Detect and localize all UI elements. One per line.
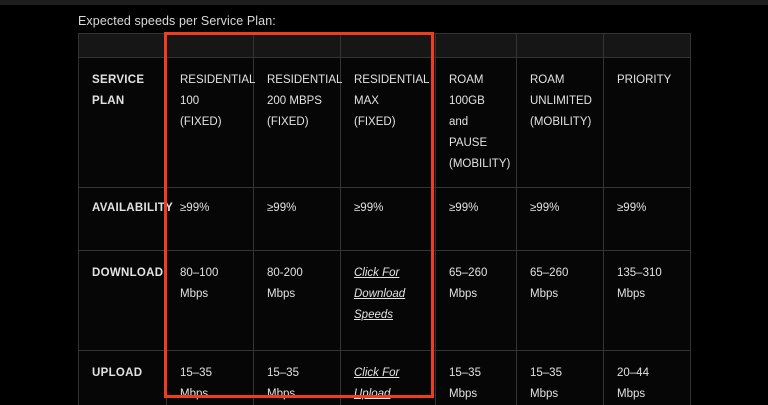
table-cell: ≥99% <box>516 187 604 251</box>
table-cell: 15–35 Mbps <box>435 350 517 405</box>
cell-value: ≥99% <box>180 202 210 214</box>
cell-value: ≥99% <box>617 202 647 214</box>
table-cell[interactable]: Click For Download Speeds <box>340 250 436 351</box>
table-cell: 80–100 Mbps <box>166 250 254 351</box>
cell-value: 80–100 Mbps <box>180 267 219 300</box>
table-cell: ≥99% <box>435 187 517 251</box>
table-cell: 65–260 Mbps <box>516 250 604 351</box>
table-spacer-row <box>78 33 691 58</box>
row-header-upload: UPLOAD <box>78 350 167 405</box>
table-row: UPLOAD 15–35 Mbps 15–35 Mbps Click For Uplo… <box>78 350 691 405</box>
cell-value: ≥99% <box>449 202 479 214</box>
intro-text: Expected speeds per Service Plan: <box>78 14 276 28</box>
table-spacer-cell <box>253 33 341 58</box>
cell-value: PRIORITY <box>617 74 672 86</box>
table-cell: RESIDENTIAL MAX (FIXED) <box>340 57 436 188</box>
table-cell: 15–35 Mbps <box>166 350 254 405</box>
cell-value: ROAM UNLIMITED (MOBILITY) <box>530 74 592 128</box>
cell-value: 15–35 Mbps <box>449 367 481 400</box>
table-row: AVAILABILITY ≥99% ≥99% ≥99% ≥99% ≥99% ≥99% <box>78 187 691 251</box>
table-spacer-cell <box>166 33 254 58</box>
cell-value: ≥99% <box>354 202 384 214</box>
table-cell: ≥99% <box>603 187 691 251</box>
table-spacer-cell <box>435 33 517 58</box>
table-cell: 80-200 Mbps <box>253 250 341 351</box>
row-header-download: DOWNLOAD <box>78 250 167 351</box>
cell-value: 65–260 Mbps <box>530 267 569 300</box>
table-spacer-cell <box>516 33 604 58</box>
cell-value: 20–44 Mbps <box>617 367 649 400</box>
table-cell: RESIDENTIAL 200 MBPS (FIXED) <box>253 57 342 188</box>
service-plan-table-wrapper: SERVICE PLAN RESIDENTIAL 100 (FIXED) RESID… <box>78 33 691 405</box>
row-header-service-plan: SERVICE PLAN <box>78 57 167 188</box>
cell-value: 15–35 Mbps <box>530 367 562 400</box>
table-cell: 65–260 Mbps <box>435 250 517 351</box>
table-cell: 20–44 Mbps <box>603 350 691 405</box>
table-cell: ≥99% <box>166 187 254 251</box>
service-plan-speeds-table: SERVICE PLAN RESIDENTIAL 100 (FIXED) RESID… <box>78 33 691 405</box>
table-cell[interactable]: Click For Upload Speeds <box>340 350 436 405</box>
cell-value: 15–35 Mbps <box>267 367 299 400</box>
cell-link[interactable]: Click For Upload Speeds <box>354 367 400 400</box>
page-content: Expected speeds per Service Plan: SERVIC… <box>0 5 768 405</box>
cell-value: 135–310 Mbps <box>617 267 662 300</box>
top-edge-strip <box>0 0 768 5</box>
table-cell: ROAM UNLIMITED (MOBILITY) <box>516 57 604 188</box>
table-spacer-cell <box>78 33 167 58</box>
row-header-availability: AVAILABILITY <box>78 187 173 251</box>
table-cell: ROAM 100GB and PAUSE (MOBILITY) <box>435 57 517 188</box>
cell-value: RESIDENTIAL 100 (FIXED) <box>180 74 255 128</box>
table-cell: RESIDENTIAL 100 (FIXED) <box>166 57 255 188</box>
table-spacer-cell <box>340 33 436 58</box>
cell-value: ROAM 100GB and PAUSE (MOBILITY) <box>449 74 511 170</box>
table-cell: ≥99% <box>253 187 341 251</box>
cell-link[interactable]: Click For Download Speeds <box>354 267 406 321</box>
table-cell: 135–310 Mbps <box>603 250 691 351</box>
cell-value: RESIDENTIAL MAX (FIXED) <box>354 74 429 128</box>
table-cell: 15–35 Mbps <box>253 350 341 405</box>
cell-value: ≥99% <box>530 202 560 214</box>
cell-value: 15–35 Mbps <box>180 367 212 400</box>
table-cell: PRIORITY <box>603 57 691 188</box>
cell-value: 80-200 Mbps <box>267 267 303 300</box>
table-row: SERVICE PLAN RESIDENTIAL 100 (FIXED) RESID… <box>78 57 691 188</box>
table-cell: 15–35 Mbps <box>516 350 604 405</box>
table-row: DOWNLOAD 80–100 Mbps 80-200 Mbps Click For … <box>78 250 691 351</box>
table-spacer-cell <box>603 33 691 58</box>
table-cell: ≥99% <box>340 187 436 251</box>
cell-value: ≥99% <box>267 202 297 214</box>
cell-value: RESIDENTIAL 200 MBPS (FIXED) <box>267 74 342 128</box>
cell-value: 65–260 Mbps <box>449 267 488 300</box>
